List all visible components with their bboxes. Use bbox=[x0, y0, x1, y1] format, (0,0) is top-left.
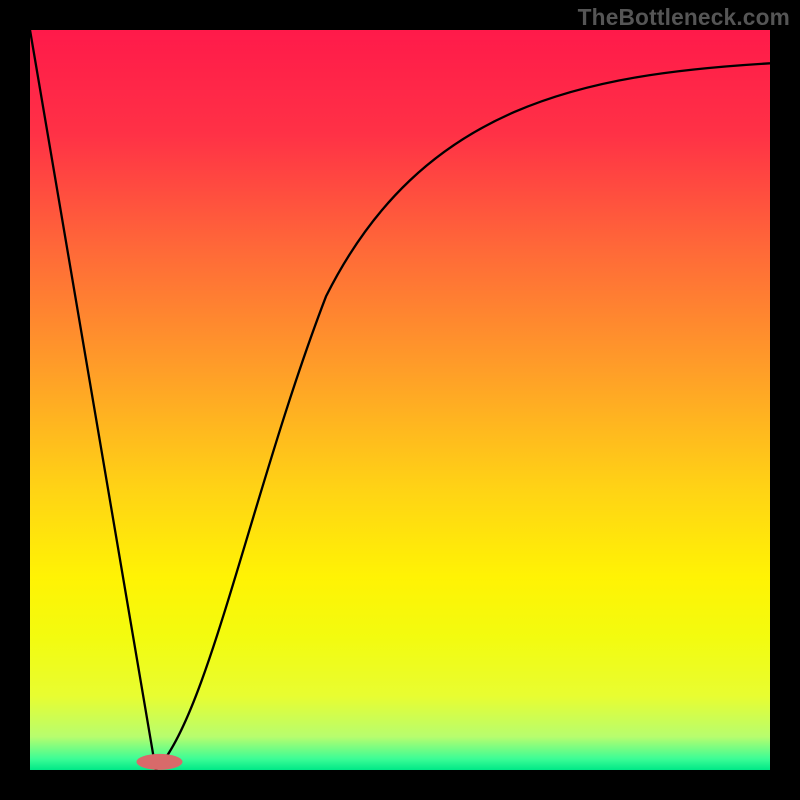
optimal-range-marker bbox=[137, 754, 183, 770]
chart-stage: TheBottleneck.com bbox=[0, 0, 800, 800]
bottleneck-curve-chart bbox=[0, 0, 800, 800]
gradient-background bbox=[30, 30, 770, 770]
watermark-text: TheBottleneck.com bbox=[578, 4, 790, 31]
